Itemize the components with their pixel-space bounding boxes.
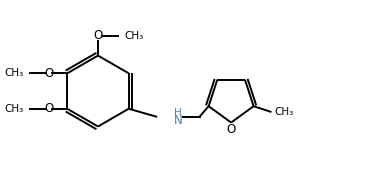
Text: CH₃: CH₃ <box>274 107 294 117</box>
Text: O: O <box>227 123 236 136</box>
Text: H: H <box>174 108 182 118</box>
Text: CH₃: CH₃ <box>5 68 24 78</box>
Text: N: N <box>174 114 182 127</box>
Text: CH₃: CH₃ <box>5 104 24 114</box>
Text: O: O <box>93 29 103 42</box>
Text: O: O <box>44 67 53 80</box>
Text: O: O <box>44 102 53 115</box>
Text: CH₃: CH₃ <box>125 31 144 41</box>
